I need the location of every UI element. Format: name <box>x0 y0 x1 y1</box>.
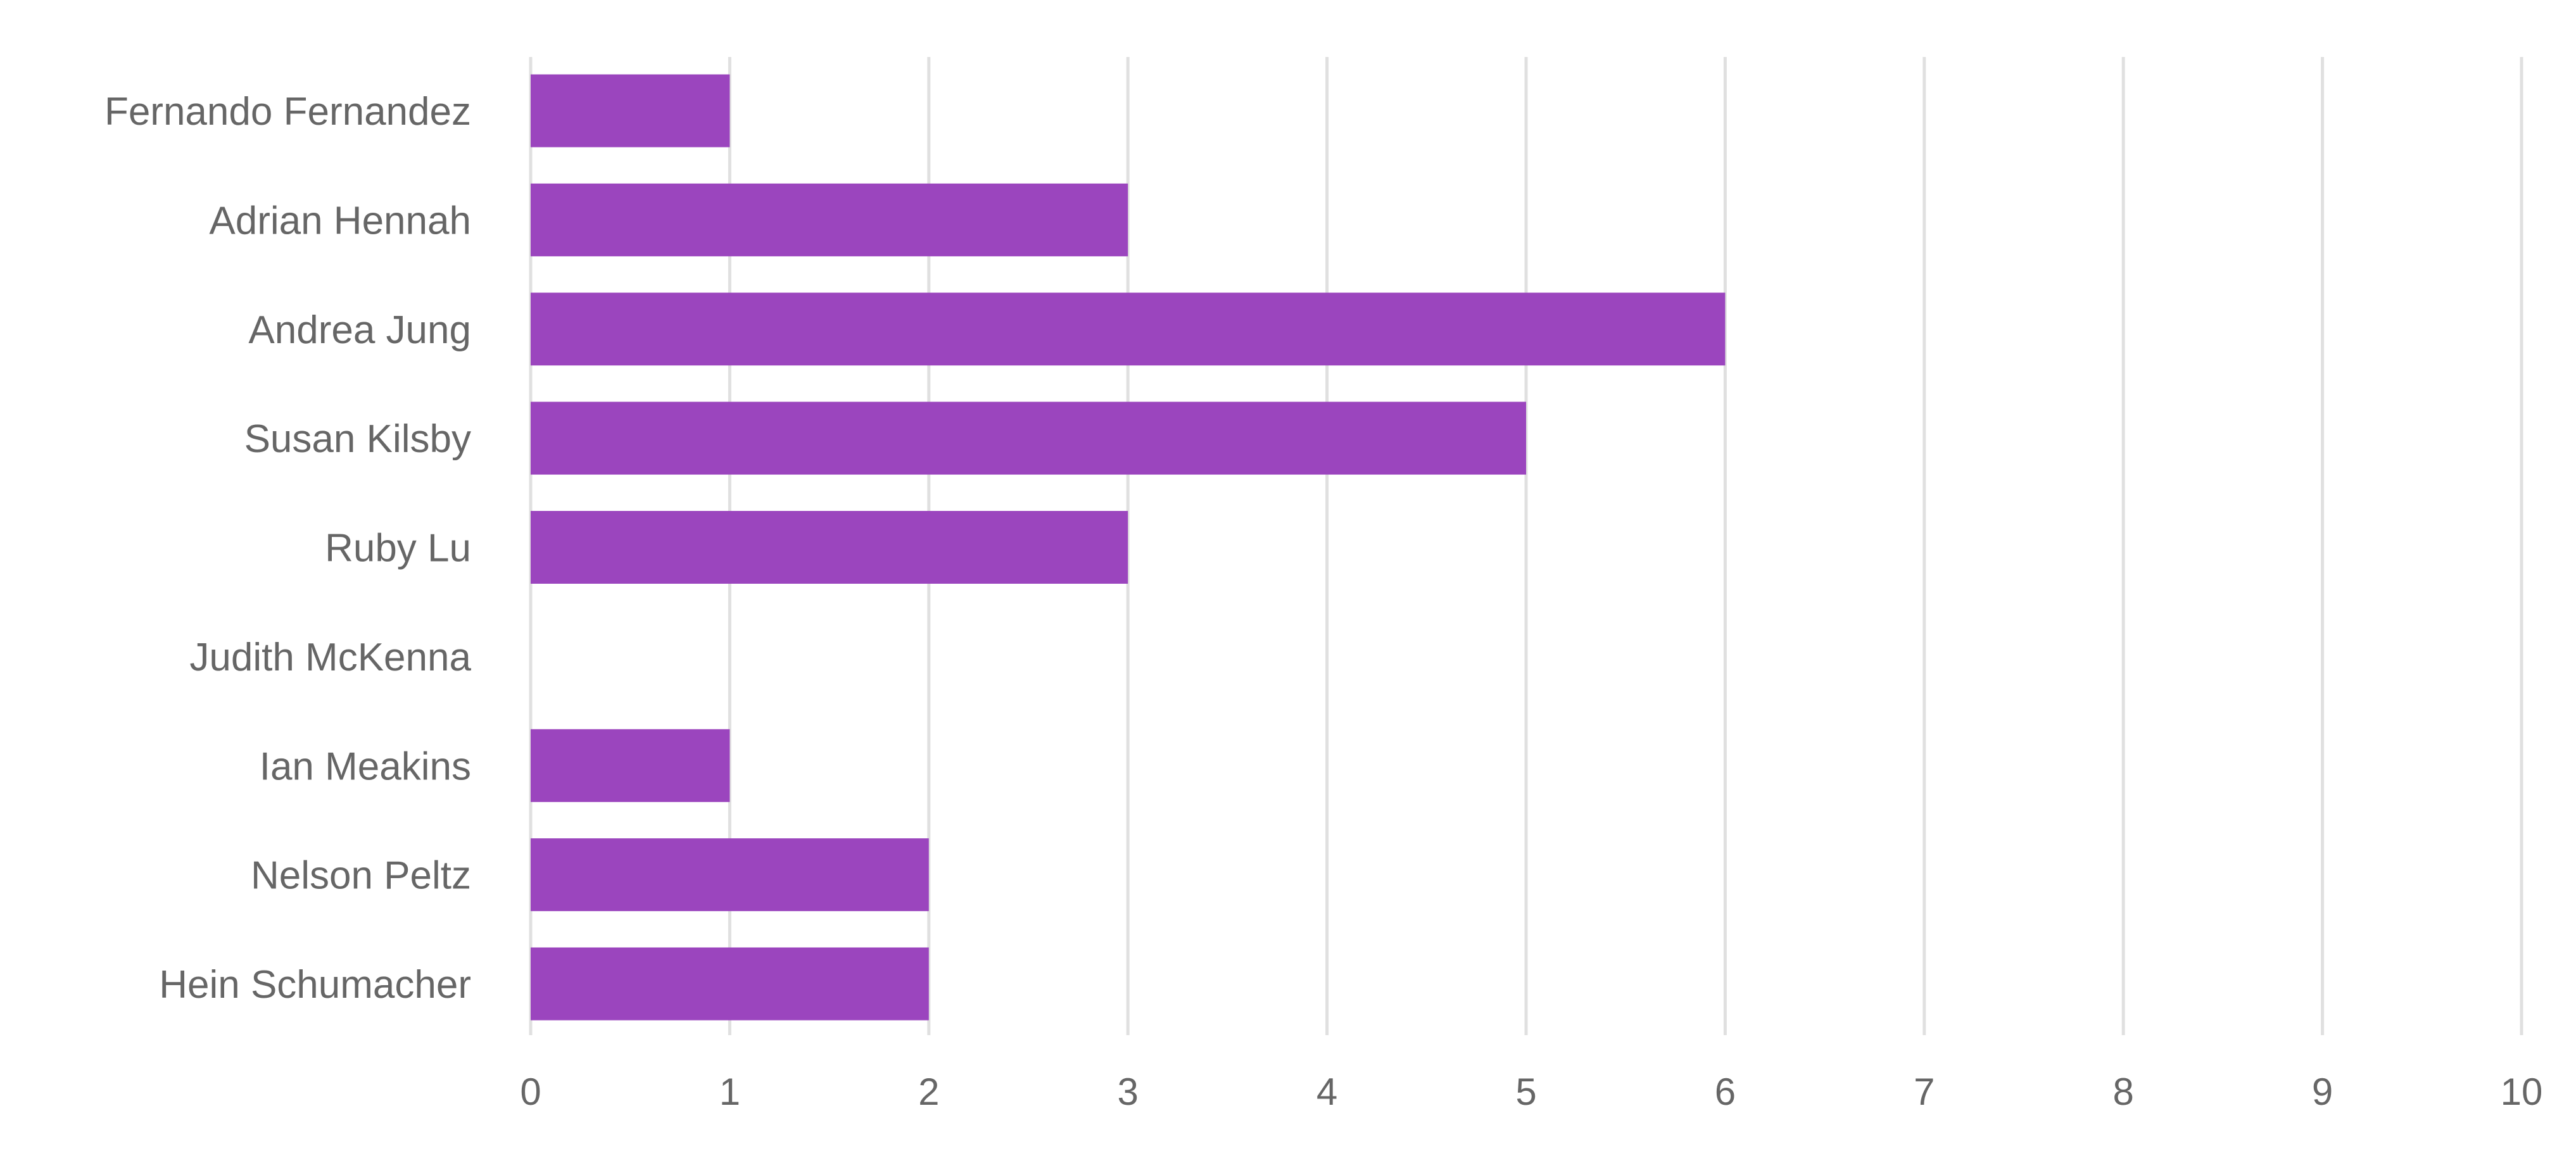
category-label: Susan Kilsby <box>244 417 471 461</box>
bar-ruby-lu <box>531 511 1128 584</box>
x-tick-label: 8 <box>2113 1071 2134 1113</box>
category-label: Ruby Lu <box>325 527 471 570</box>
category-labels: Fernando Fernandez Adrian Hennah Andrea Ju… <box>104 90 472 1007</box>
bar-hein-schumacher <box>531 947 929 1021</box>
bar-adrian-hennah <box>531 183 1128 256</box>
category-label: Ian Meakins <box>260 745 471 788</box>
category-label: Adrian Hennah <box>209 199 471 242</box>
x-tick-label: 9 <box>2312 1071 2333 1113</box>
x-tick-label: 10 <box>2501 1071 2543 1113</box>
x-tick-label: 4 <box>1316 1071 1337 1113</box>
bars <box>531 74 1726 1021</box>
x-tick-label: 2 <box>918 1071 939 1113</box>
x-tick-label: 3 <box>1118 1071 1139 1113</box>
x-tick-label: 0 <box>520 1071 541 1113</box>
bar-nelson-peltz <box>531 838 929 912</box>
x-axis-tick-labels: 0 1 2 3 4 5 6 7 8 9 10 <box>520 1071 2542 1113</box>
category-label: Judith McKenna <box>189 636 471 679</box>
category-label: Hein Schumacher <box>159 963 471 1007</box>
x-tick-label: 7 <box>1914 1071 1935 1113</box>
bar-ian-meakins <box>531 729 730 802</box>
bar-susan-kilsby <box>531 401 1526 475</box>
category-label: Andrea Jung <box>248 308 471 352</box>
x-tick-label: 6 <box>1715 1071 1736 1113</box>
x-tick-label: 1 <box>719 1071 740 1113</box>
category-label: Fernando Fernandez <box>104 90 471 134</box>
category-label: Nelson Peltz <box>251 854 471 898</box>
bar-andrea-jung <box>531 292 1726 366</box>
x-tick-label: 5 <box>1515 1071 1536 1113</box>
bar-fernando-fernandez <box>531 74 730 148</box>
